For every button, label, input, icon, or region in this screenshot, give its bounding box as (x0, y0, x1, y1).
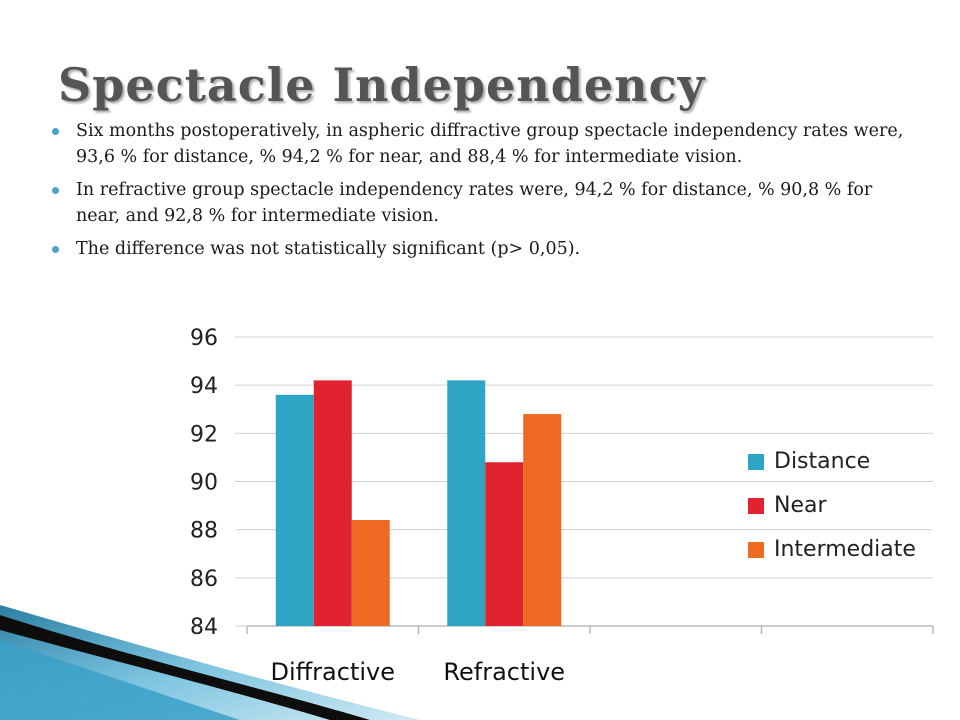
y-tick-label: 94 (190, 374, 218, 399)
bullet-dot (52, 246, 59, 253)
bullet-dot (52, 128, 59, 135)
legend-label: Distance (774, 449, 870, 474)
x-category-label: Diffractive (271, 658, 396, 686)
bullet-list: Six months postoperatively, in aspheric … (48, 118, 908, 269)
legend-swatch (748, 454, 764, 470)
bullet-dot (52, 187, 59, 194)
bar-near (485, 462, 524, 626)
y-tick-label: 96 (190, 326, 218, 351)
bar-distance (275, 394, 314, 626)
bullet-text: Six months postoperatively, in aspheric … (76, 121, 904, 167)
legend-swatch (748, 498, 764, 514)
y-tick-label: 88 (190, 519, 218, 544)
legend-label: Intermediate (774, 537, 916, 562)
bullet-item: In refractive group spectacle independen… (48, 177, 908, 229)
bullet-text: In refractive group spectacle independen… (76, 180, 873, 226)
y-tick-label: 90 (190, 471, 218, 496)
slide-title: Spectacle Independency (58, 58, 706, 112)
y-tick-label: 84 (190, 615, 218, 640)
bar-intermediate (351, 520, 390, 626)
legend-swatch (748, 542, 764, 558)
bullet-text: The difference was not statistically sig… (76, 239, 581, 259)
bullet-item: Six months postoperatively, in aspheric … (48, 118, 908, 170)
bar-intermediate (523, 414, 562, 626)
bar-distance (447, 380, 486, 626)
y-tick-label: 86 (190, 567, 218, 592)
bar-near (313, 380, 352, 626)
bullet-item: The difference was not statistically sig… (48, 236, 908, 262)
legend-label: Near (774, 493, 827, 518)
x-category-label: Refractive (443, 658, 565, 686)
y-tick-label: 92 (190, 422, 218, 447)
